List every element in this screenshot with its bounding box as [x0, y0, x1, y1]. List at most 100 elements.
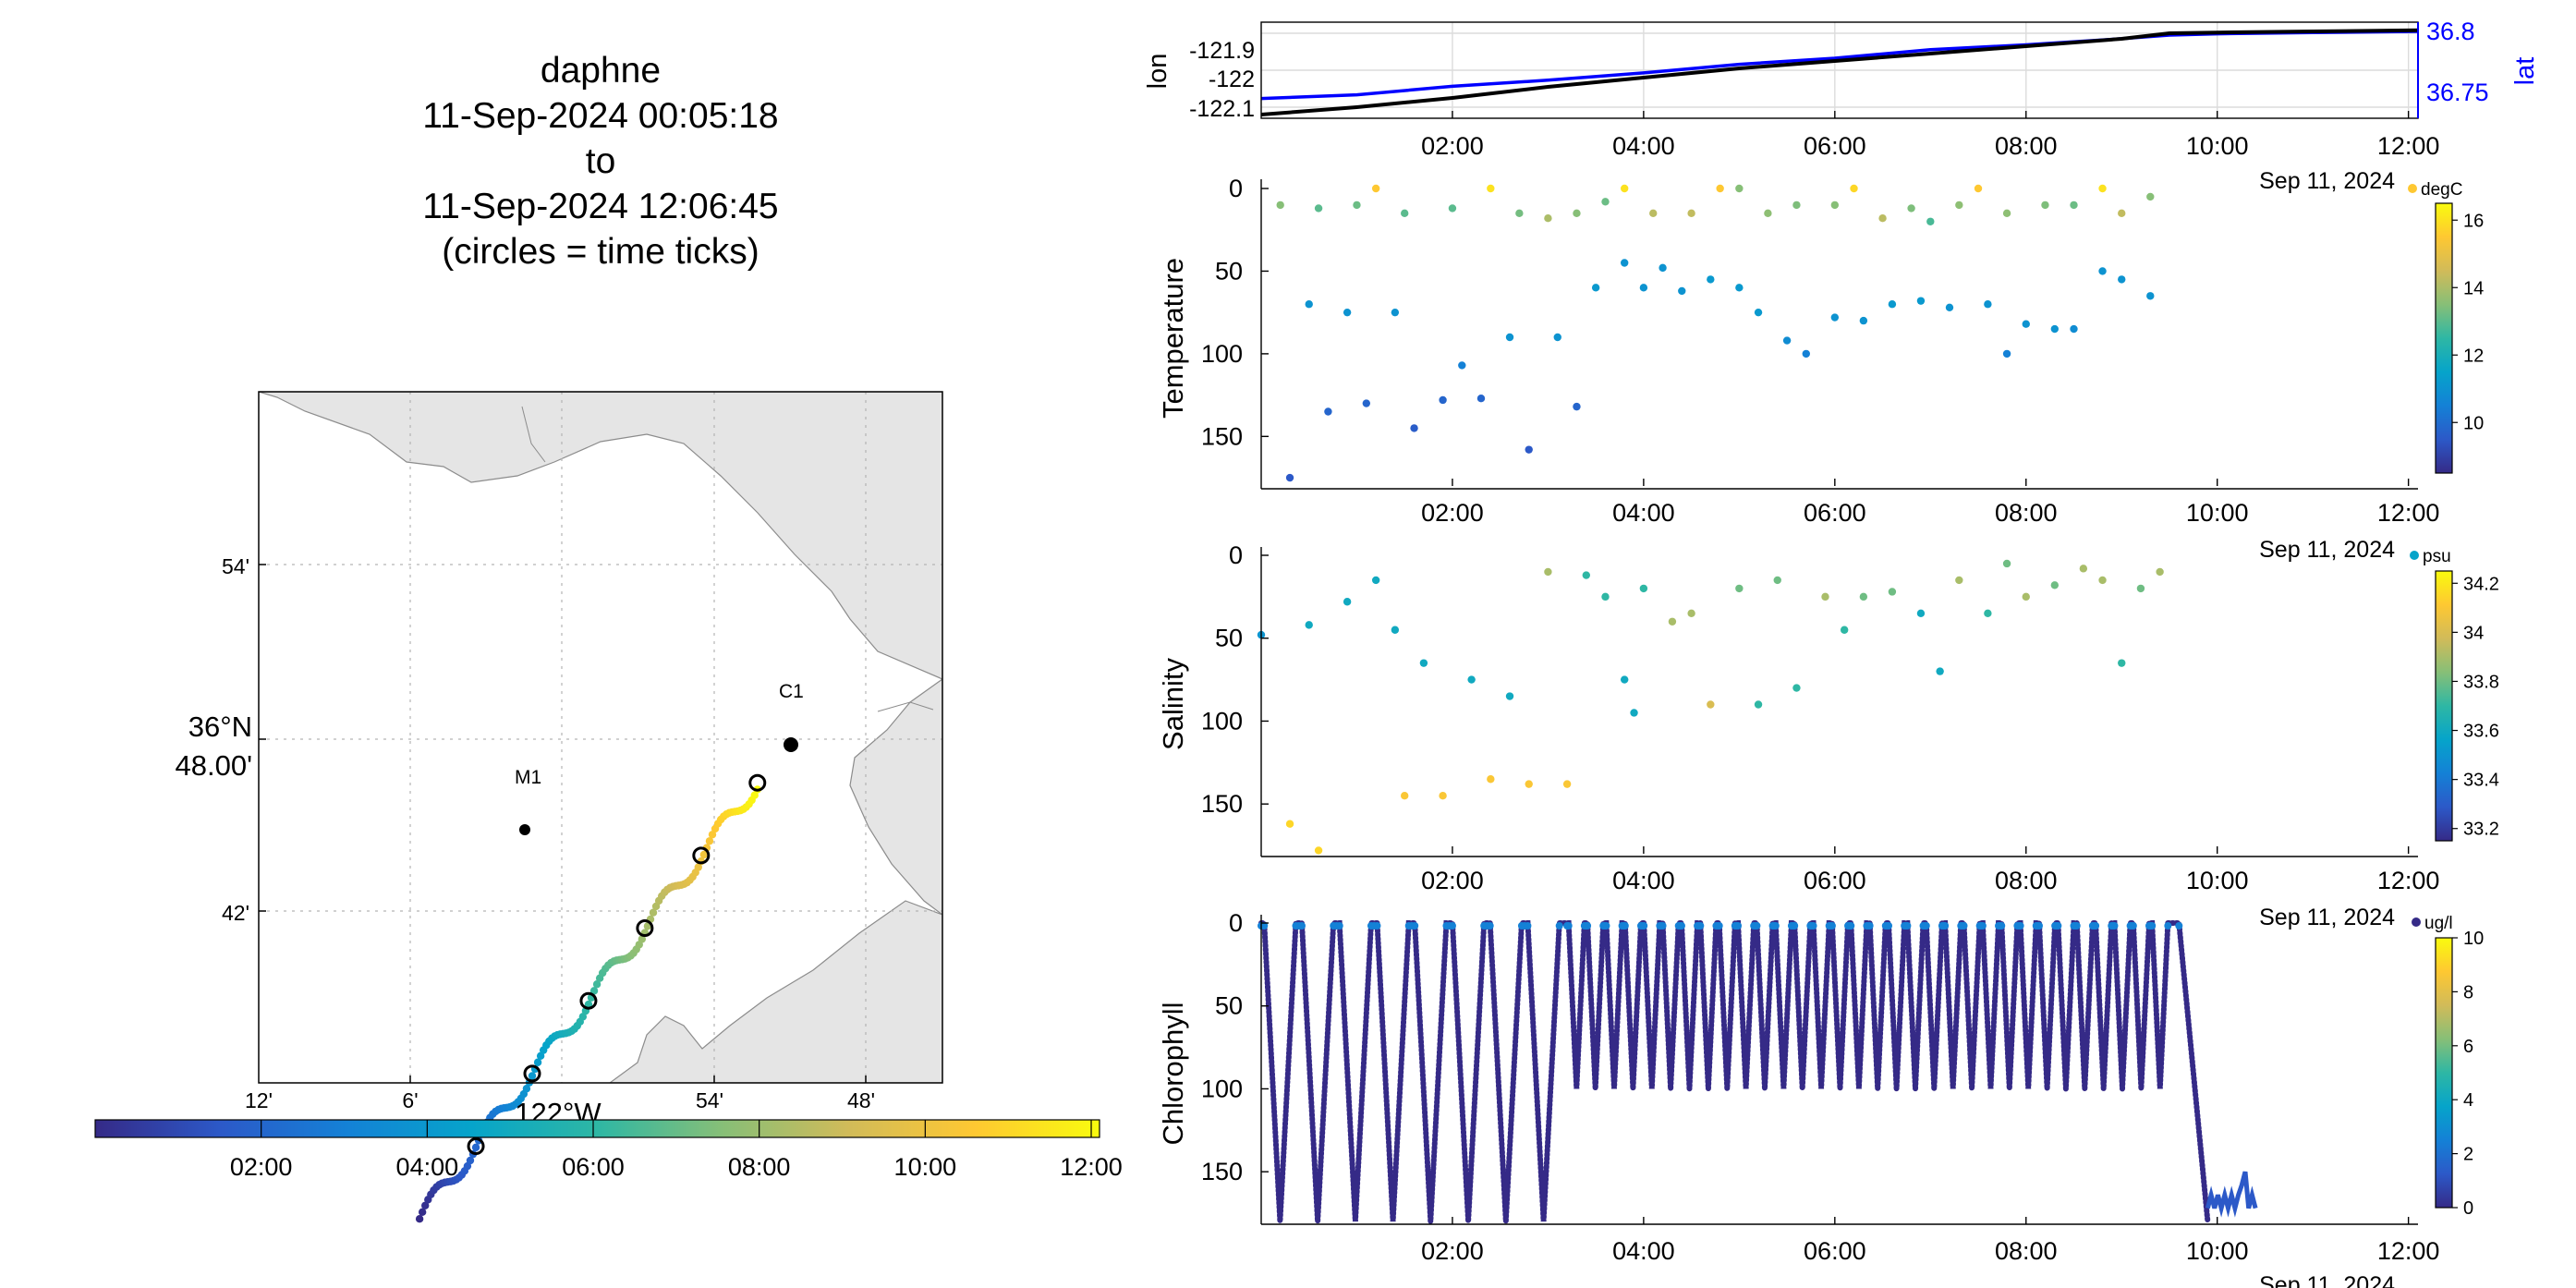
chlorophyll-cbar-label: 10	[2463, 929, 2484, 949]
lat-main-minutes: 48.00'	[176, 749, 253, 782]
temperature-point	[2146, 292, 2155, 300]
chlorophyll-surface-point	[1696, 922, 1705, 930]
temperature-xtick-label: 06:00	[1804, 499, 1866, 527]
start-time: 11-Sep-2024 00:05:18	[422, 96, 779, 136]
chlorophyll-axis-label: Chlorophyll	[1157, 1002, 1189, 1145]
salinity-points	[1257, 559, 2164, 855]
chlorophyll-ytick-label: 50	[1215, 992, 1243, 1020]
time-tick-circle	[748, 773, 767, 792]
salinity-point	[2050, 581, 2060, 589]
chlorophyll-legend-marker	[2412, 917, 2421, 927]
chlorophyll-date-label: Sep 11, 2024	[2259, 1272, 2395, 1288]
temperature-ytick-label: 0	[1229, 175, 1243, 202]
chlorophyll-surface-point	[2035, 922, 2044, 930]
temperature-point	[1458, 361, 1466, 370]
chlorophyll-surface-point	[2092, 922, 2100, 930]
salinity-ytick-label: 100	[1201, 707, 1243, 735]
temperature-point	[1649, 209, 1658, 218]
land-north	[259, 392, 942, 680]
chlorophyll-colorbar	[2435, 937, 2453, 1209]
track-point	[471, 1143, 480, 1152]
chlorophyll-cbar-label: 8	[2463, 982, 2473, 1002]
temperature-point	[1525, 445, 1533, 454]
salinity-point	[1773, 576, 1781, 585]
chlorophyll-surface-point	[1960, 922, 1968, 930]
temperature-point	[2050, 324, 2060, 334]
chlorophyll-surface-point	[1847, 922, 1855, 930]
temperature-point	[1782, 336, 1792, 345]
temperature-point	[1343, 308, 1352, 317]
temperature-point	[1573, 402, 1581, 411]
river-east	[877, 701, 934, 712]
map-grid	[259, 392, 942, 1083]
salinity-xtick-label: 12:00	[2377, 867, 2440, 894]
temperature-point	[1687, 209, 1695, 218]
salinity-date-label: Sep 11, 2024	[2259, 905, 2395, 930]
temperature-point	[1735, 184, 1744, 193]
salinity-point	[1792, 684, 1801, 692]
map-stations: M1 C1	[515, 681, 804, 835]
temperature-xtick-label: 12:00	[2377, 499, 2440, 527]
temperature-point	[1515, 209, 1524, 218]
time-colorbar-label: 10:00	[894, 1153, 957, 1181]
chlorophyll-surface-point	[1411, 922, 1419, 930]
chlorophyll-ytick-label: 0	[1229, 909, 1243, 937]
temperature-point	[1907, 204, 1915, 213]
temperature-point	[2070, 200, 2078, 210]
salinity-point	[1525, 780, 1533, 788]
temperature-ytick-label: 50	[1215, 257, 1243, 285]
salinity-point	[1620, 675, 1629, 684]
temperature-point	[2041, 200, 2049, 210]
chlorophyll-surface-point	[1865, 922, 1874, 930]
chlorophyll-surface-point	[2148, 922, 2157, 930]
salinity-point	[2022, 592, 2030, 601]
chlorophyll-xtick-label: 12:00	[2377, 1237, 2440, 1265]
chlorophyll-profile-line	[1258, 920, 2211, 1224]
chlorophyll-surface-point	[2072, 922, 2081, 930]
salinity-legend-marker	[2410, 551, 2419, 560]
temperature-unit: degC	[2421, 180, 2462, 200]
track-point	[466, 1156, 475, 1165]
track-point	[592, 980, 601, 989]
salinity-point	[1314, 846, 1323, 855]
land-south	[608, 900, 942, 1083]
chlorophyll-surface-point	[2110, 922, 2119, 930]
lon-axis-label: lon	[1143, 54, 1173, 90]
time-tick-circle	[636, 919, 654, 938]
track-point	[415, 1215, 424, 1223]
salinity-point	[1859, 592, 1868, 601]
salinity-point	[1371, 576, 1380, 585]
salinity-ytick-label: 150	[1201, 790, 1243, 818]
temperature-point	[1955, 200, 1963, 210]
time-tick-circle	[692, 846, 711, 865]
temperature-point	[1439, 395, 1447, 405]
temperature-point	[2098, 267, 2107, 275]
plot-title: daphne 11-Sep-2024 00:05:18 to 11-Sep-20…	[351, 48, 850, 274]
track-point	[421, 1201, 430, 1209]
chlorophyll-cbar-label: 2	[2463, 1145, 2473, 1165]
chlorophyll-surface-point	[1978, 922, 1987, 930]
salinity-point	[1343, 598, 1352, 606]
map-frame	[258, 391, 943, 1084]
temperature-point	[1707, 275, 1715, 284]
chlorophyll-surface-point	[1828, 922, 1836, 930]
chlorophyll-surface-point	[1903, 922, 1912, 930]
temperature-point	[1764, 209, 1772, 218]
temperature-point	[1448, 204, 1457, 213]
salinity-point	[1916, 609, 1926, 618]
chlorophyll-surface-point	[1564, 922, 1573, 930]
chlorophyll-surface-point	[1298, 922, 1306, 930]
track-point	[708, 831, 717, 839]
salinity-point	[1505, 692, 1514, 700]
temperature-point	[1591, 284, 1600, 292]
salinity-point	[1544, 567, 1552, 577]
temperature-point	[1878, 214, 1887, 223]
temperature-point	[2118, 275, 2126, 284]
temperature-legend-marker	[2408, 184, 2417, 193]
station-c1-label: C1	[779, 681, 804, 702]
temperature-point	[1353, 200, 1361, 210]
chlorophyll-unit: ug/l	[2424, 914, 2453, 933]
temperature-xticks: 02:00 04:00 06:00 08:00 10:00 12:00	[1421, 479, 2439, 527]
lon-tick-2: -122.1	[1189, 96, 1255, 122]
salinity-point	[1821, 592, 1829, 601]
